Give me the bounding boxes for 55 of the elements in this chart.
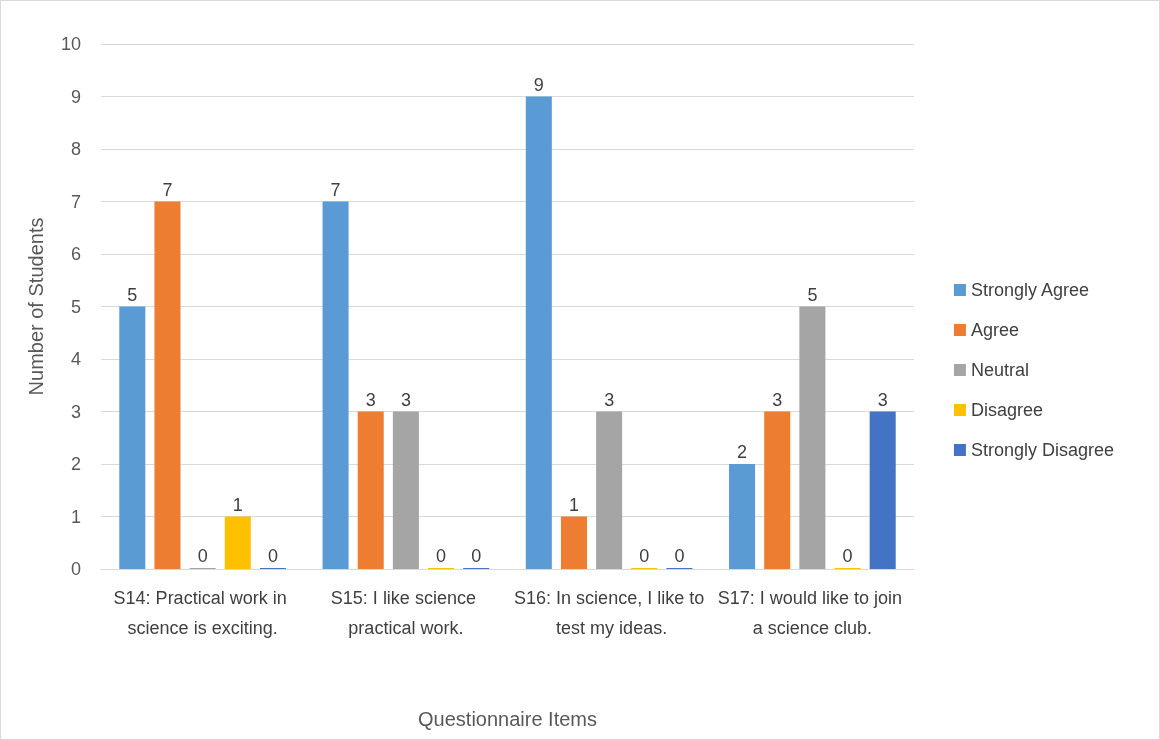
data-label: 1 [232,494,243,515]
legend-label: Strongly Agree [970,280,1090,300]
bar [357,411,384,569]
data-label: 0 [471,546,482,566]
data-label: 3 [772,389,783,410]
x-axis-title: Questionnaire Items [418,708,597,730]
data-label: 3 [877,389,888,410]
legend-label: Neutral [970,360,1029,380]
bar [224,516,251,569]
bar [560,516,587,569]
data-label: 5 [127,284,138,305]
x-tick-label: S17: I would like to join a science club. [717,588,907,638]
y-tick-label: 2 [70,454,81,474]
bar [764,411,791,569]
legend-label: Disagree [970,400,1043,420]
bar [596,411,623,569]
data-label: 0 [436,546,447,566]
data-label: 0 [842,546,853,566]
bar [729,464,756,569]
y-tick-label: 6 [70,244,81,264]
y-tick-label: 1 [70,506,81,527]
data-label: 3 [400,389,411,410]
data-label: 5 [807,284,818,305]
y-tick-label: 10 [60,34,81,54]
y-tick-label: 0 [70,559,81,579]
data-label: 0 [674,546,685,566]
x-tick-label: S16: In science, I like to test my ideas. [514,588,705,638]
y-tick-label: 7 [70,191,81,212]
data-label: 7 [330,179,341,200]
y-tick-label: 4 [70,349,81,369]
bar [799,306,826,569]
legend-label: Strongly Disagree [970,440,1115,460]
bar [154,201,181,569]
bar [322,201,349,569]
y-axis-title: Number of Students [25,217,47,396]
legend-label: Agree [970,320,1019,340]
data-label: 0 [639,546,650,566]
x-tick-label: S15: I like science practical work. [330,588,481,638]
y-tick-label: 9 [70,86,81,107]
data-label: 3 [604,389,615,410]
data-label: 1 [568,494,579,515]
data-label: 7 [162,179,173,200]
y-tick-label: 3 [70,401,81,422]
bar [119,306,146,569]
x-tick-label: S14: Practical work in science is exciting. [113,588,292,638]
data-label: 9 [533,74,544,95]
y-tick-label: 8 [70,139,81,159]
data-label: 3 [365,389,376,410]
data-label: 0 [197,546,208,566]
data-label: 2 [737,442,748,462]
data-label: 0 [267,546,278,566]
y-tick-label: 5 [70,296,81,317]
bar [392,411,419,569]
bar [525,96,552,569]
bar [869,411,896,569]
